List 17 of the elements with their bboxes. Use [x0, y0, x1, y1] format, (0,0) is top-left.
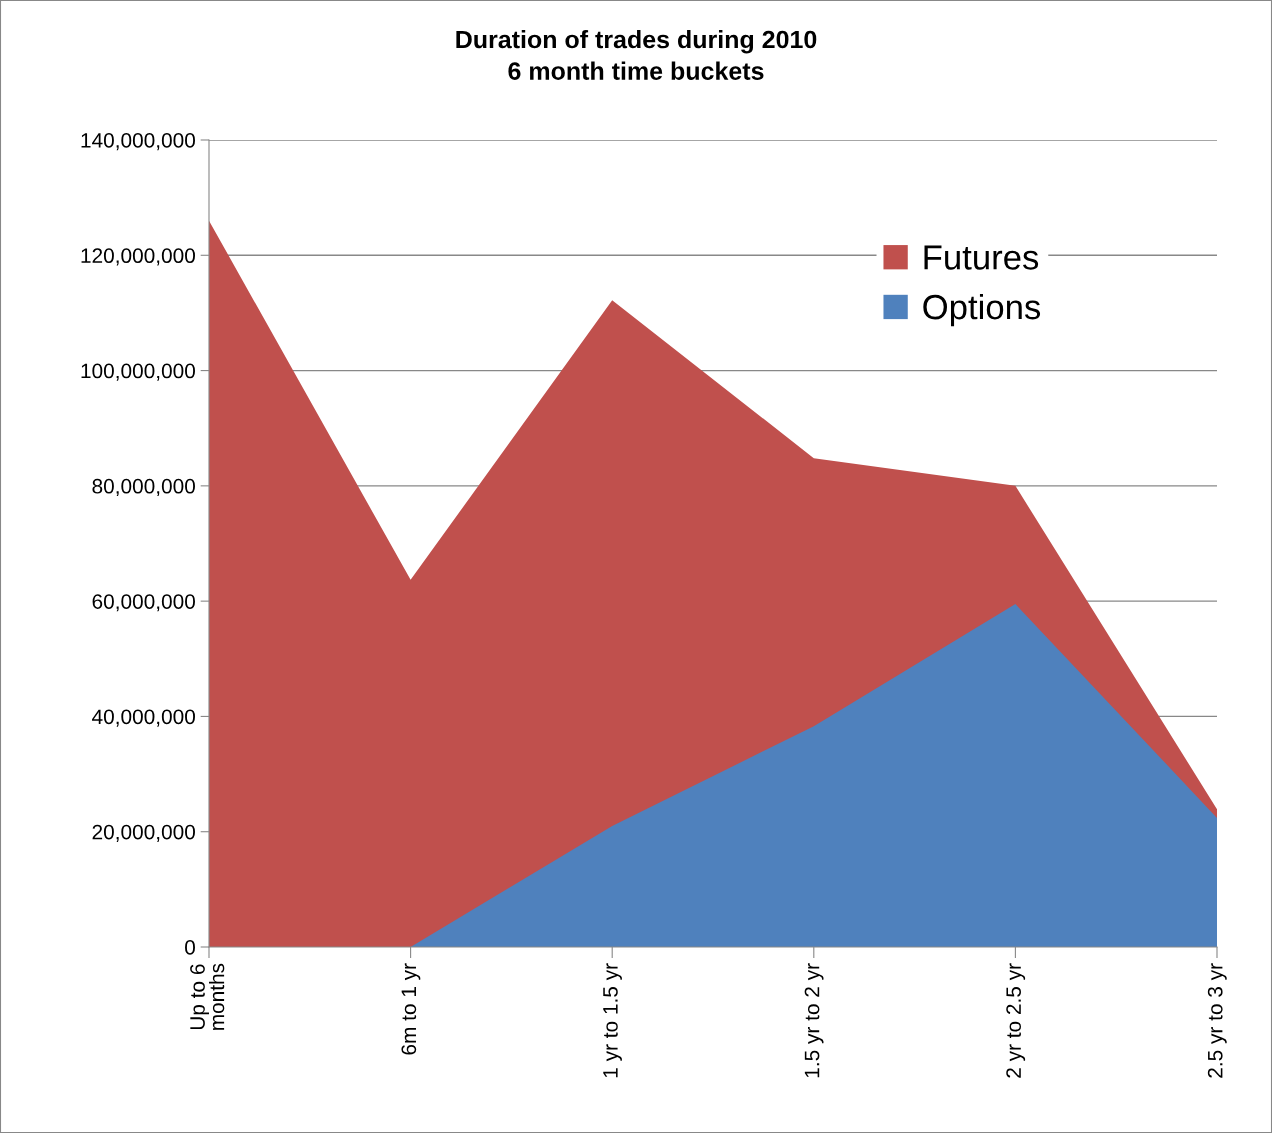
y-tick-label: 0	[185, 940, 195, 955]
x-tick-label: 1.5 yr to 2 yr	[804, 963, 824, 1078]
chart-title: Duration of trades during 2010 6 month time buckets	[456, 30, 817, 80]
y-tick-label: 120,000,000	[81, 248, 195, 266]
x-tick-label: 2 yr to 2.5 yr	[1006, 963, 1026, 1078]
y-tick-label: 60,000,000	[92, 594, 195, 612]
legend-label: Futures	[924, 245, 1039, 270]
x-tick-label: Up to 6 months	[190, 963, 225, 1030]
x-tick-label: 6m to 1 yr	[401, 963, 421, 1055]
x-tick-label: 2.5 yr to 3 yr	[1207, 963, 1227, 1078]
y-tick-label: 140,000,000	[81, 133, 195, 151]
y-tick-label: 20,000,000	[92, 824, 195, 842]
y-tick-label: 80,000,000	[92, 478, 195, 497]
y-tick-label: 40,000,000	[92, 709, 195, 727]
x-tick-label: 1 yr to 1.5 yr	[603, 963, 622, 1078]
y-tick-label: 100,000,000	[81, 363, 195, 381]
legend-label: Options	[923, 293, 1041, 327]
